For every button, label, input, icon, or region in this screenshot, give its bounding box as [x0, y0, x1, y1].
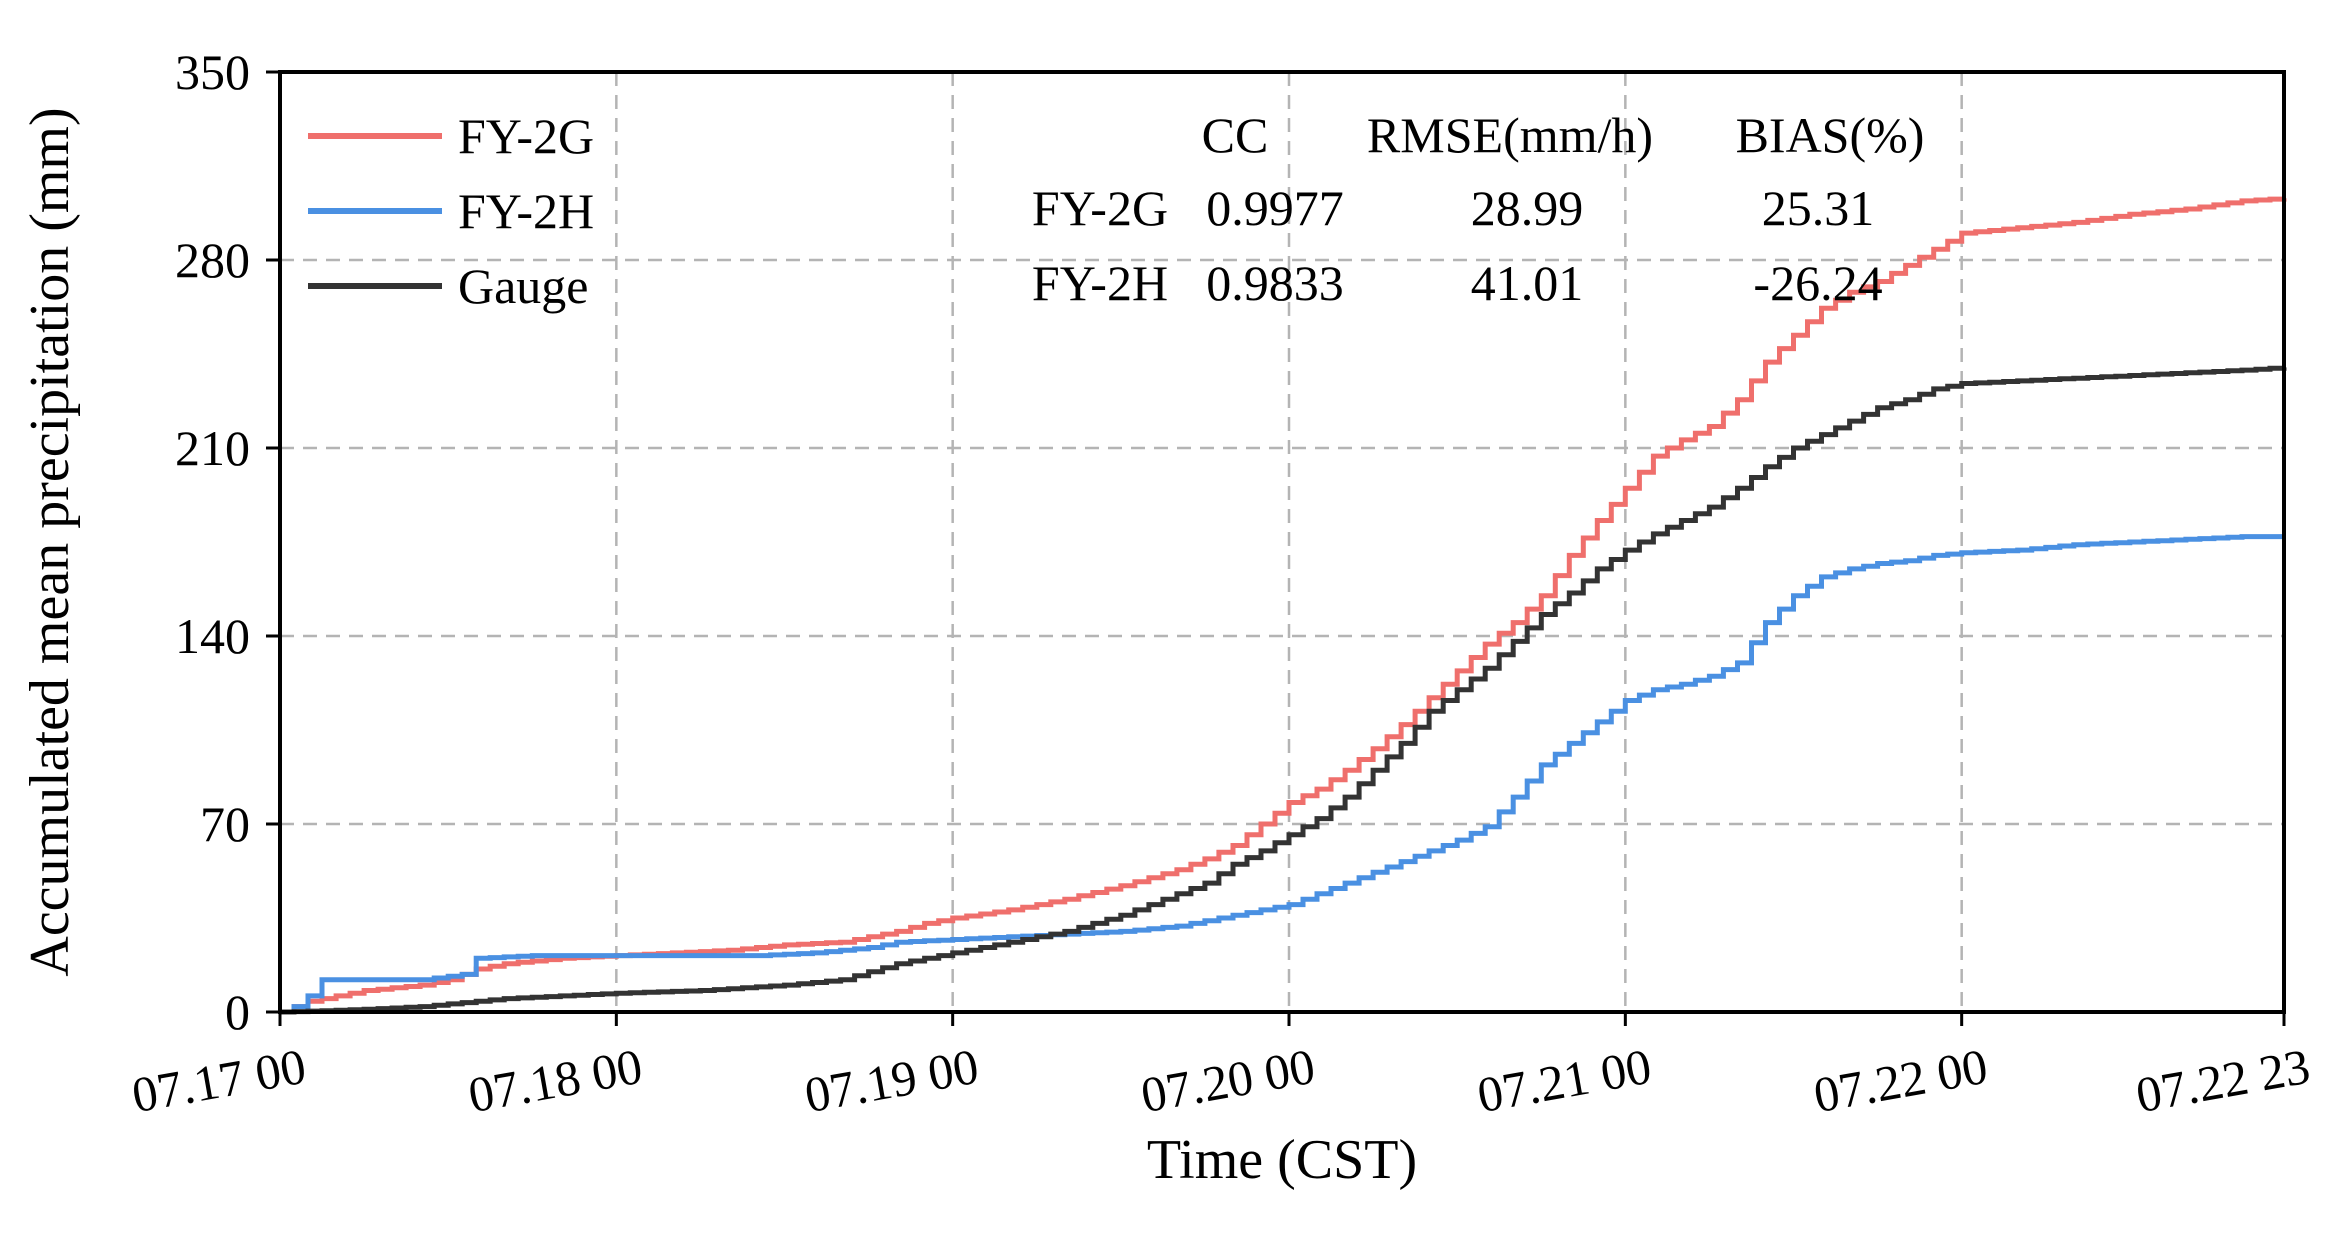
legend-label: FY-2H [458, 183, 594, 239]
y-tick-label: 0 [225, 984, 250, 1040]
series-layer [280, 196, 2287, 1015]
stats-cell-cc: 0.9833 [1206, 255, 1344, 311]
stats-header: CC [1202, 107, 1269, 163]
legend-label: Gauge [458, 258, 589, 314]
y-tick-labels: 0 70 140 210 280 350 [175, 44, 250, 1040]
y-axis-title: Accumulated mean precipitation (mm) [19, 107, 81, 976]
series-line-gauge [280, 365, 2287, 1015]
stats-cell-label: FY-2H [1032, 255, 1168, 311]
y-tick-label: 140 [175, 608, 250, 664]
stats-cell-bias: -26.24 [1753, 255, 1882, 311]
stats-cell-rmse: 28.99 [1471, 180, 1584, 236]
series-line-fy-2h [280, 534, 2284, 1015]
y-tick-label: 210 [175, 420, 250, 476]
legend: FY-2G FY-2H Gauge [308, 108, 594, 314]
y-tick-label: 70 [200, 796, 250, 852]
y-tick-label: 280 [175, 232, 250, 288]
stats-cell-label: FY-2G [1032, 180, 1168, 236]
stats-cell-bias: 25.31 [1762, 180, 1875, 236]
stats-cell-cc: 0.9977 [1206, 180, 1344, 236]
axis-ticks [266, 70, 2286, 1026]
stats-cell-rmse: 41.01 [1471, 255, 1584, 311]
plot-frame [278, 70, 2286, 1014]
legend-label: FY-2G [458, 108, 594, 164]
grid-lines [280, 72, 2284, 1012]
x-axis-title: Time (CST) [1147, 1129, 1417, 1191]
stats-table: CC RMSE(mm/h) BIAS(%) FY-2G 0.9977 28.99 25.31… [1032, 107, 1925, 311]
y-tick-label: 350 [175, 44, 250, 100]
stats-header: BIAS(%) [1736, 107, 1925, 163]
stats-header: RMSE(mm/h) [1367, 107, 1653, 163]
